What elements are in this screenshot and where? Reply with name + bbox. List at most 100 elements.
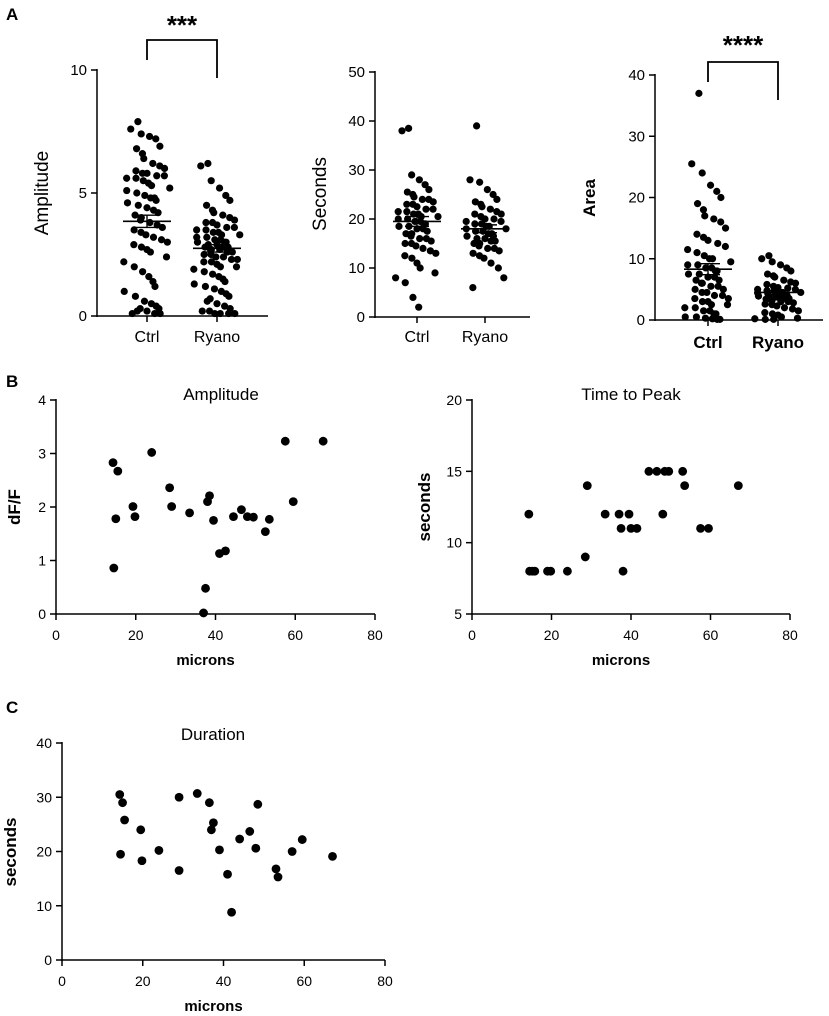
data-point-ryano: [212, 253, 220, 261]
data-point-ryano: [216, 309, 224, 318]
data-point-ryano: [201, 282, 210, 291]
data-point: [204, 798, 214, 808]
data-point: [580, 552, 590, 562]
data-point-ctrl: [160, 172, 168, 180]
data-point-ctrl: [431, 269, 439, 277]
data-point-ctrl: [429, 205, 437, 213]
x-tick-label: 60: [287, 627, 303, 643]
y-tick-label: 40: [628, 67, 645, 84]
data-point-ryano: [207, 258, 216, 266]
data-point-ctrl: [692, 276, 700, 284]
y-tick-label: 40: [348, 113, 365, 130]
data-point-ctrl: [714, 282, 722, 290]
data-point-ryano: [469, 284, 477, 292]
data-point-ctrl: [395, 222, 403, 230]
data-point-ryano: [771, 273, 779, 281]
data-point-ryano: [777, 313, 786, 321]
y-axis-label: seconds: [1, 818, 20, 887]
data-point-ryano: [213, 300, 221, 308]
data-point: [205, 491, 214, 501]
data-point: [248, 512, 258, 522]
data-point-ctrl: [701, 212, 709, 220]
data-point-ctrl: [721, 242, 729, 251]
y-tick-label: 0: [357, 309, 365, 326]
data-point: [185, 508, 194, 518]
chart-title: Duration: [181, 725, 245, 744]
data-point-ctrl: [132, 167, 140, 175]
data-point-ryano: [209, 270, 217, 278]
data-point-ryano: [219, 253, 228, 261]
panel-label-a: A: [6, 5, 18, 24]
data-point-ctrl: [415, 176, 423, 184]
data-point: [116, 849, 125, 859]
data-point: [704, 524, 713, 533]
y-tick-label: 10: [36, 898, 52, 914]
data-point-ctrl: [703, 288, 711, 297]
data-point-ryano: [225, 292, 233, 300]
data-point-ryano: [227, 255, 236, 264]
data-point-ctrl: [426, 247, 434, 255]
data-point-ctrl: [718, 291, 727, 300]
data-point-ryano: [765, 252, 773, 260]
data-point-ctrl: [398, 127, 406, 135]
data-point-ctrl: [123, 199, 132, 207]
x-tick-label: 20: [135, 973, 151, 989]
data-point-ryano: [497, 217, 505, 226]
y-tick-label: 40: [36, 735, 52, 751]
data-point-ryano: [791, 285, 799, 293]
data-point: [154, 846, 164, 855]
y-tick-label: 10: [348, 260, 365, 277]
data-point-ctrl: [141, 191, 149, 200]
data-point-ctrl: [410, 193, 418, 201]
data-point-ctrl: [727, 258, 735, 266]
data-point-ctrl: [128, 309, 136, 318]
data-point-ctrl: [136, 216, 145, 224]
data-point-ctrl: [143, 307, 151, 315]
data-point-ryano: [780, 304, 789, 312]
data-point-ctrl: [710, 291, 719, 300]
data-point-ryano: [780, 276, 788, 284]
data-point-ctrl: [719, 285, 727, 293]
x-tick-label: 80: [782, 627, 798, 643]
data-point: [229, 512, 238, 522]
y-tick-label: 20: [446, 392, 462, 408]
x-tick-label: 40: [216, 973, 232, 989]
data-point: [128, 502, 138, 511]
category-label: Ryano: [752, 333, 804, 352]
data-point-ryano: [481, 235, 489, 243]
x-axis-label: microns: [184, 998, 242, 1015]
x-tick-label: 60: [296, 973, 312, 989]
data-point-ctrl: [401, 239, 409, 248]
data-point-ryano: [222, 191, 230, 200]
data-point: [530, 566, 540, 576]
data-point: [328, 851, 337, 861]
data-point: [174, 866, 184, 875]
data-point-ryano: [493, 195, 501, 203]
data-point-ryano: [231, 309, 239, 318]
data-point: [113, 466, 123, 476]
data-point-ryano: [210, 285, 219, 293]
data-point: [237, 505, 246, 515]
y-tick-label: 10: [70, 62, 87, 79]
data-point-ctrl: [691, 285, 699, 293]
data-point-ctrl: [151, 309, 159, 318]
data-point: [111, 514, 121, 524]
data-point-ctrl: [145, 273, 153, 281]
data-point-ctrl: [157, 236, 166, 244]
data-point-ctrl: [145, 132, 154, 141]
data-point-ryano: [793, 314, 802, 322]
data-point-ctrl: [425, 186, 433, 194]
data-point: [546, 566, 556, 576]
data-point-ctrl: [421, 181, 429, 189]
data-point: [118, 798, 127, 808]
data-point-ryano: [230, 216, 239, 224]
data-point-ctrl: [713, 187, 721, 195]
amplitude-dot-plot: 0 5 10 Amplitude Ctrl Ryano ***: [32, 10, 268, 346]
data-point-ryano: [215, 184, 224, 192]
data-point: [245, 827, 255, 836]
data-point-ctrl: [409, 293, 417, 301]
data-point-ctrl: [684, 245, 692, 254]
data-point-ctrl: [156, 142, 164, 150]
data-point-ryano: [193, 226, 201, 234]
data-point-ryano: [197, 162, 205, 170]
